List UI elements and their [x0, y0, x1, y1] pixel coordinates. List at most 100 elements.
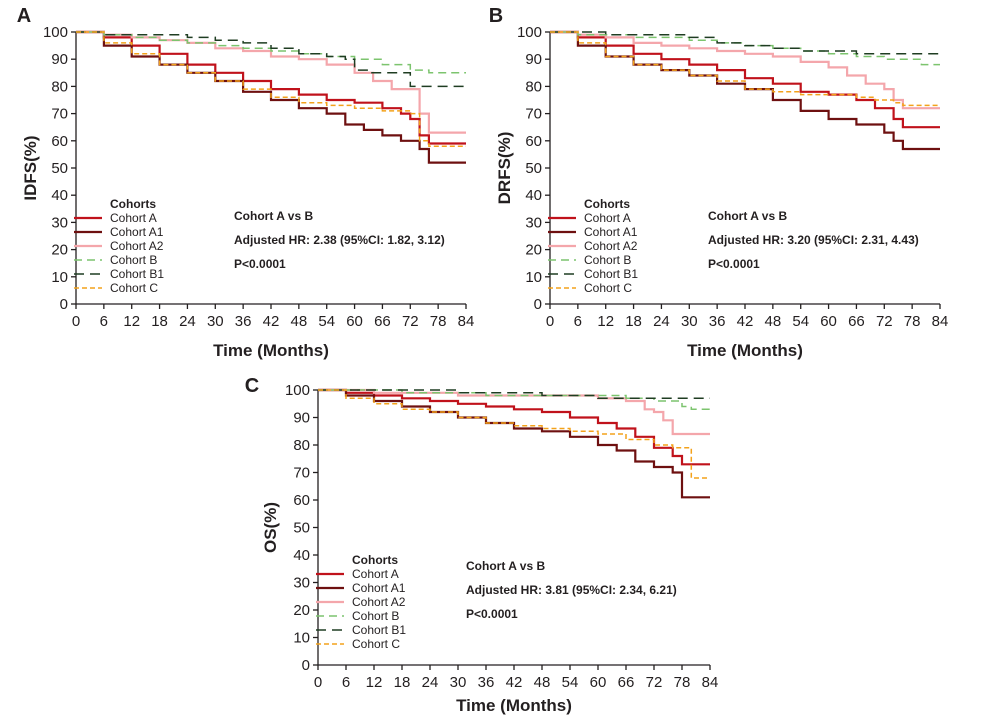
curve-cohort-c [550, 31, 940, 107]
x-tick-label: 66 [618, 674, 635, 691]
y-tick-label: 60 [525, 133, 542, 150]
x-tick-label: 66 [374, 313, 391, 330]
legend-label: Cohort C [110, 281, 158, 295]
y-tick-label: 70 [51, 106, 68, 123]
panel-label: A [17, 5, 31, 27]
legend-title: Cohorts [352, 553, 398, 567]
curve-cohort-b [76, 31, 466, 74]
curve-cohort-c [76, 31, 466, 147]
stat-comparison: Cohort A vs B [708, 209, 787, 223]
y-tick-label: 80 [51, 78, 68, 95]
y-tick-label: 10 [51, 269, 68, 286]
x-tick-label: 12 [366, 674, 383, 691]
x-axis-title: Time (Months) [213, 341, 329, 360]
curve-cohort-b [318, 389, 710, 411]
x-tick-label: 18 [625, 313, 642, 330]
y-tick-label: 20 [293, 602, 310, 619]
x-tick-label: 18 [394, 674, 411, 691]
legend-label: Cohort A1 [110, 225, 164, 239]
x-tick-label: 24 [179, 313, 196, 330]
y-axis-title: OS(%) [261, 502, 280, 553]
curve-cohort-b [550, 31, 940, 66]
x-tick-label: 36 [235, 313, 252, 330]
legend-label: Cohort B [110, 253, 157, 267]
x-tick-label: 84 [458, 313, 475, 330]
legend-label: Cohort A2 [584, 239, 638, 253]
x-axis-title: Time (Months) [687, 341, 803, 360]
legend-title: Cohorts [584, 197, 630, 211]
curve-cohort-a1 [76, 30, 466, 164]
y-tick-label: 60 [293, 492, 310, 509]
y-tick-label: 70 [293, 465, 310, 482]
x-tick-label: 0 [314, 674, 322, 691]
x-tick-label: 60 [590, 674, 607, 691]
x-tick-label: 36 [478, 674, 495, 691]
curve-cohort-a [550, 30, 940, 129]
y-axis-title: DRFS(%) [495, 132, 514, 205]
y-tick-label: 20 [51, 242, 68, 259]
x-tick-label: 84 [702, 674, 719, 691]
x-tick-label: 42 [506, 674, 523, 691]
x-tick-label: 48 [534, 674, 551, 691]
y-tick-label: 10 [293, 630, 310, 647]
x-tick-label: 72 [646, 674, 663, 691]
legend-label: Cohort A1 [352, 581, 406, 595]
y-tick-label: 100 [43, 24, 68, 41]
legend-label: Cohort A [584, 211, 631, 225]
curve-cohort-a1 [318, 388, 710, 499]
x-tick-label: 54 [792, 313, 809, 330]
y-tick-label: 30 [293, 575, 310, 592]
y-tick-label: 90 [525, 51, 542, 68]
y-tick-label: 80 [525, 78, 542, 95]
y-tick-label: 50 [293, 520, 310, 537]
y-tick-label: 80 [293, 437, 310, 454]
y-tick-label: 0 [302, 657, 310, 674]
x-tick-label: 6 [100, 313, 108, 330]
stat-comparison: Cohort A vs B [234, 209, 313, 223]
x-tick-label: 30 [450, 674, 467, 691]
legend-label: Cohort C [352, 637, 400, 651]
x-tick-label: 84 [932, 313, 949, 330]
curve-cohort-a [76, 30, 466, 145]
x-tick-label: 6 [574, 313, 582, 330]
x-tick-label: 78 [430, 313, 447, 330]
x-tick-label: 78 [904, 313, 921, 330]
y-tick-label: 90 [51, 51, 68, 68]
stat-comparison: Cohort A vs B [466, 559, 545, 573]
legend-label: Cohort B1 [584, 267, 638, 281]
stat-hazard-ratio: Adjusted HR: 3.81 (95%CI: 2.34, 6.21) [466, 583, 677, 597]
y-tick-label: 0 [534, 296, 542, 313]
curve-cohort-a [318, 388, 710, 466]
x-tick-label: 0 [546, 313, 554, 330]
panel-label: C [245, 375, 259, 397]
curve-cohort-a2 [76, 30, 466, 134]
y-tick-label: 70 [525, 106, 542, 123]
legend-title: Cohorts [110, 197, 156, 211]
stat-hazard-ratio: Adjusted HR: 2.38 (95%CI: 1.82, 3.12) [234, 233, 445, 247]
legend-label: Cohort A [110, 211, 157, 225]
stat-p-value: P<0.0001 [708, 257, 760, 271]
x-tick-label: 72 [876, 313, 893, 330]
x-tick-label: 12 [597, 313, 614, 330]
curve-cohort-b1 [550, 31, 940, 55]
x-tick-label: 0 [72, 313, 80, 330]
x-tick-label: 12 [123, 313, 140, 330]
y-tick-label: 20 [525, 242, 542, 259]
y-tick-label: 100 [285, 382, 310, 399]
y-tick-label: 90 [293, 410, 310, 427]
x-tick-label: 24 [422, 674, 439, 691]
y-tick-label: 50 [51, 160, 68, 177]
y-tick-label: 30 [51, 214, 68, 231]
y-tick-label: 40 [51, 187, 68, 204]
x-tick-label: 18 [151, 313, 168, 330]
legend-label: Cohort C [584, 281, 632, 295]
curve-cohort-c [318, 389, 710, 479]
x-tick-label: 60 [346, 313, 363, 330]
x-tick-label: 54 [562, 674, 579, 691]
legend-label: Cohort B1 [352, 623, 406, 637]
x-axis-title: Time (Months) [456, 696, 572, 715]
curve-cohort-a2 [318, 388, 710, 436]
x-tick-label: 36 [709, 313, 726, 330]
x-tick-label: 6 [342, 674, 350, 691]
